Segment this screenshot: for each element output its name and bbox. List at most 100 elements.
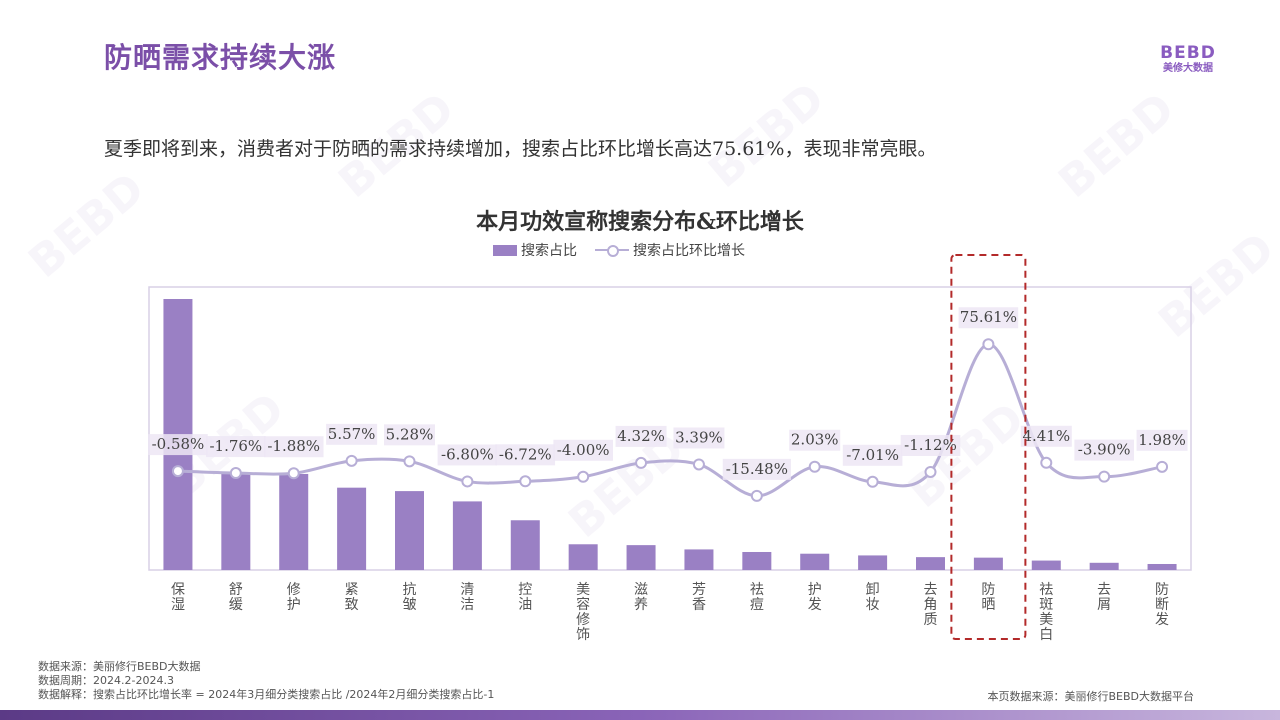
bar-美容修饰	[568, 544, 598, 570]
legend-line-swatch	[595, 244, 629, 257]
category-label-芳香-0: 芳	[692, 581, 706, 598]
growth-label-去角质: -1.12%	[904, 436, 957, 454]
bar-去角质	[916, 557, 945, 570]
growth-label-bg-护发	[789, 429, 841, 451]
category-label-防断发-2: 发	[1155, 612, 1169, 628]
bar-防断发	[1147, 563, 1177, 570]
growth-point-防晒	[982, 338, 995, 351]
category-label-抗皱-1: 皱	[403, 597, 417, 613]
growth-point-紧致	[345, 454, 358, 467]
category-label-清洁-1: 洁	[460, 597, 474, 613]
category-label-美容修饰-0: 美	[576, 582, 590, 598]
category-label-滋养-0: 滋	[634, 582, 648, 598]
footnote-source: 数据来源：美丽修行BEBD大数据	[38, 660, 201, 673]
growth-point-抗皱	[403, 455, 416, 468]
growth-point-美容修饰	[577, 470, 590, 483]
category-label-防断发-0: 防	[1155, 582, 1169, 598]
growth-point-卸妆	[866, 475, 879, 488]
category-label-美容修饰-3: 饰	[576, 627, 590, 643]
bar-修护	[279, 473, 309, 570]
bar-祛斑美白	[1031, 560, 1061, 570]
growth-point-舒缓	[229, 467, 242, 480]
growth-label-祛痘: -15.48%	[726, 460, 788, 478]
intro-text: 夏季即将到来，消费者对于防晒的需求持续增加，搜索占比环比增长高达75.61%，表…	[104, 138, 937, 160]
growth-label-bg-控油	[495, 444, 556, 466]
bar-护发	[800, 553, 830, 570]
growth-point-控油	[519, 475, 532, 488]
bar-芳香	[684, 549, 714, 570]
category-label-去角质-1: 角	[924, 597, 938, 613]
growth-label-bg-芳香	[673, 427, 725, 449]
growth-label-护发: 2.03%	[791, 431, 839, 449]
growth-line	[177, 342, 1163, 498]
growth-label-保湿: -0.58%	[152, 435, 205, 453]
growth-point-修护	[287, 467, 300, 480]
bar-紧致	[337, 487, 367, 570]
chart-legend: 搜索占比 搜索占比环比增长	[493, 240, 763, 260]
bar-抗皱	[395, 491, 424, 570]
category-label-保湿-0: 保	[171, 582, 185, 598]
category-label-防晒-0: 防	[981, 582, 995, 598]
growth-point-祛痘	[750, 489, 763, 502]
footnotes: 数据来源：美丽修行BEBD大数据 数据周期：2024.2-2024.3 数据解释…	[38, 660, 494, 702]
legend-bar-label: 搜索占比	[521, 243, 577, 259]
legend-line-label: 搜索占比环比增长	[633, 243, 745, 259]
growth-label-抗皱: 5.28%	[386, 425, 434, 443]
category-label-美容修饰-1: 容	[576, 596, 590, 613]
page-title: 防晒需求持续大涨	[104, 41, 337, 74]
growth-point-去屑	[1098, 470, 1111, 483]
growth-label-bg-舒缓	[206, 436, 266, 458]
category-label-修护-1: 护	[287, 597, 301, 613]
category-label-紧致-1: 致	[345, 597, 359, 613]
growth-label-清洁: -6.80%	[441, 445, 494, 463]
growth-label-防晒: 75.61%	[960, 308, 1017, 326]
bar-防晒	[973, 557, 1003, 570]
category-label-祛斑美白-0: 祛	[1039, 582, 1053, 598]
growth-label-紧致: 5.57%	[328, 425, 376, 443]
growth-label-卸妆: -7.01%	[846, 446, 899, 464]
growth-point-护发	[808, 460, 821, 473]
category-label-去角质-0: 去	[924, 582, 938, 598]
category-label-祛斑美白-2: 美	[1039, 612, 1053, 628]
category-label-美容修饰-2: 修	[576, 612, 590, 628]
bar-滋养	[626, 545, 656, 570]
category-label-卸妆-0: 卸	[866, 582, 880, 598]
category-label-祛痘-1: 痘	[750, 597, 764, 613]
growth-label-bg-修护	[263, 436, 324, 458]
bar-去屑	[1089, 562, 1119, 570]
category-label-防断发-1: 断	[1155, 597, 1169, 613]
category-label-滋养-1: 养	[634, 597, 648, 613]
category-label-舒缓-0: 舒	[229, 582, 243, 598]
category-label-去屑-1: 屑	[1097, 597, 1111, 613]
growth-label-bg-防断发	[1136, 429, 1188, 451]
growth-label-芳香: 3.39%	[675, 428, 723, 446]
category-label-芳香-1: 香	[692, 597, 706, 613]
plot-area-border	[148, 286, 1192, 571]
growth-label-bg-祛斑美白	[1020, 425, 1072, 447]
growth-point-祛斑美白	[1040, 456, 1053, 469]
legend-bar-swatch	[493, 244, 517, 256]
growth-point-清洁	[461, 475, 474, 488]
category-label-控油-0: 控	[518, 582, 532, 598]
growth-label-防断发: 1.98%	[1138, 431, 1186, 449]
category-label-卸妆-1: 妆	[866, 597, 880, 613]
category-label-舒缓-1: 缓	[229, 597, 243, 613]
growth-label-修护: -1.88%	[267, 437, 320, 455]
growth-label-祛斑美白: 4.41%	[1022, 427, 1070, 445]
legend-item-line: 搜索占比环比增长	[595, 240, 745, 260]
growth-label-bg-美容修饰	[553, 439, 613, 461]
category-label-紧致-0: 紧	[345, 582, 359, 598]
category-label-控油-1: 油	[518, 597, 532, 613]
category-label-去角质-2: 质	[924, 612, 938, 628]
growth-point-滋养	[635, 456, 648, 469]
chart-title: 本月功效宣称搜索分布&环比增长	[476, 209, 804, 235]
growth-label-bg-保湿	[148, 434, 208, 456]
category-label-修护-0: 修	[287, 582, 301, 598]
category-label-去屑-0: 去	[1097, 582, 1111, 598]
growth-point-芳香	[692, 458, 705, 471]
bar-祛痘	[742, 551, 772, 570]
brand-logo: BEBD 美修大数据	[1152, 44, 1224, 76]
category-label-防晒-1: 晒	[981, 597, 995, 613]
growth-label-bg-卸妆	[842, 444, 903, 466]
